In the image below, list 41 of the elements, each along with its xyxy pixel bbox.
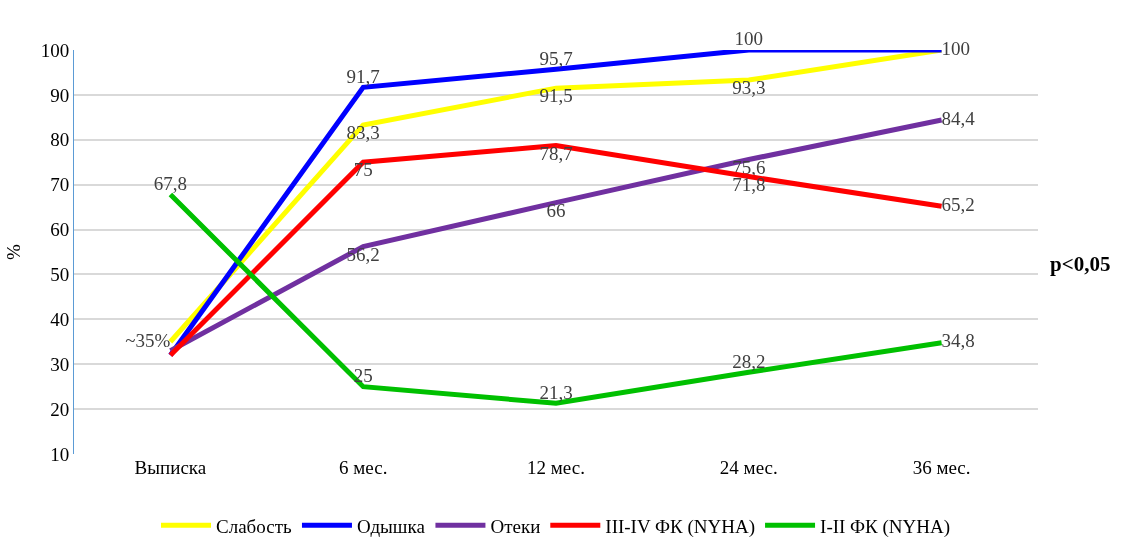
y-tick-label: 100 <box>40 39 70 61</box>
y-tick-label: 70 <box>50 174 70 196</box>
y-tick-label: 50 <box>50 264 70 286</box>
data-label: 66 <box>546 199 566 221</box>
x-tick-label: 36 мес. <box>912 457 971 478</box>
data-label: 91,7 <box>346 65 380 87</box>
y-tick-label: 60 <box>50 219 70 241</box>
data-label: 67,8 <box>153 172 188 194</box>
data-label: 84,4 <box>941 107 976 129</box>
data-label: 95,7 <box>539 47 573 69</box>
legend-label: I-II ФК (NYHA) <box>820 515 951 538</box>
legend-label: III-IV ФК (NYHA) <box>605 515 756 538</box>
data-label: ~35% <box>125 329 171 351</box>
y-tick-label: 40 <box>50 308 70 330</box>
data-label: 25 <box>353 364 373 386</box>
data-label: 100 <box>734 28 764 50</box>
x-tick-label: Выписка <box>134 457 207 478</box>
x-tick-label: 12 мес. <box>527 457 585 478</box>
data-label: 75 <box>353 159 373 181</box>
data-label: 75,6 <box>732 156 766 178</box>
data-label: 28,2 <box>732 350 766 372</box>
x-tick-label: 6 мес. <box>339 457 388 478</box>
data-label: 34,8 <box>941 330 975 352</box>
data-label: 93,3 <box>732 77 766 99</box>
legend-label: Слабость <box>216 515 292 537</box>
y-tick-label: 30 <box>50 353 70 375</box>
legend-label: Одышка <box>356 515 426 537</box>
x-tick-label: 24 мес. <box>719 457 778 478</box>
data-label: 78,7 <box>539 142 573 164</box>
y-tick-label: 20 <box>50 398 70 420</box>
data-label: 100 <box>941 37 971 59</box>
data-label: 56,2 <box>346 243 380 265</box>
y-tick-label: 10 <box>50 443 70 465</box>
y-axis-title: % <box>2 243 24 260</box>
y-tick-label: 80 <box>50 129 70 151</box>
data-label: 65,2 <box>941 193 975 215</box>
data-label: 91,5 <box>539 85 573 107</box>
text: p<0,05 <box>1050 252 1111 276</box>
y-tick-label: 90 <box>50 84 70 106</box>
legend-label: Отеки <box>490 515 541 537</box>
data-label: 21,3 <box>539 381 573 403</box>
